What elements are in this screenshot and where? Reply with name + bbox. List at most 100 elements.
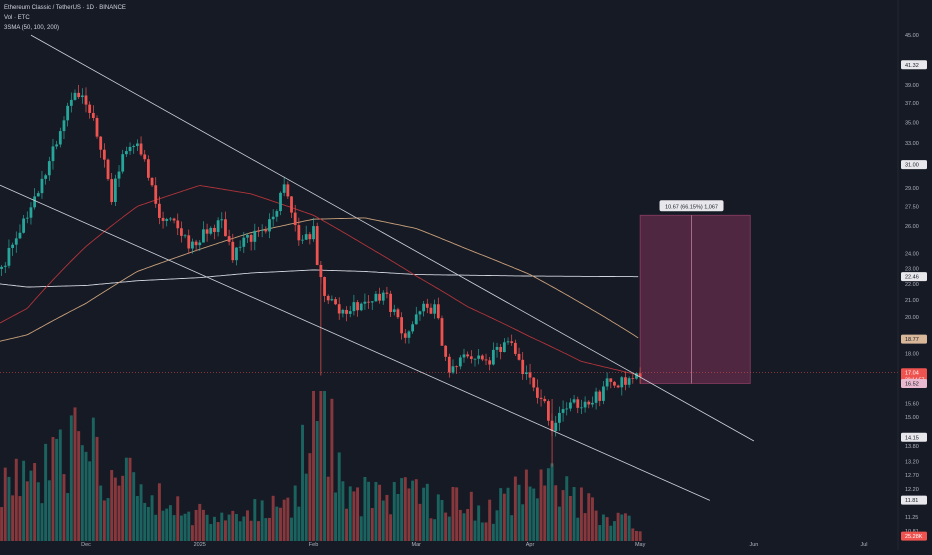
candle-body (543, 398, 547, 402)
candle-body (422, 303, 426, 312)
price-tick-label: 12.70 (905, 473, 919, 479)
volume-bar (557, 506, 561, 541)
upper-channel-trendline (30, 34, 755, 442)
candle-body (580, 407, 583, 409)
volume-bar (517, 484, 521, 541)
volume-bar (367, 481, 371, 541)
candle-body (447, 356, 451, 373)
volume-bar (84, 451, 88, 541)
volume-bar (345, 508, 349, 541)
candle-body (121, 154, 125, 172)
volume-bar (627, 515, 631, 541)
target-box (639, 214, 751, 384)
volume-bar (374, 481, 378, 541)
volume-bar (301, 424, 304, 541)
volume-bar (29, 470, 33, 541)
candle-body (315, 226, 319, 265)
volume-bar (598, 525, 602, 541)
candle-body (187, 235, 191, 249)
candle-body (363, 301, 367, 304)
candle-body (528, 372, 532, 378)
candle-body (73, 92, 77, 100)
sma-indicator-label[interactable]: 3SMA (50, 100, 200) (4, 25, 60, 31)
volume-bar (47, 480, 51, 541)
candle-body (227, 236, 231, 242)
volume-bar (385, 494, 389, 541)
volume-bar (334, 492, 338, 541)
candle-body (407, 331, 411, 338)
candle-body (139, 143, 143, 155)
volume-bar (348, 486, 352, 541)
volume-bar (396, 493, 400, 541)
candle-body (161, 217, 165, 221)
volume-bar (436, 494, 440, 541)
candle-body (279, 192, 282, 212)
candle-body (345, 309, 348, 314)
price-tick-label: 21.00 (905, 298, 919, 304)
candle-body (271, 216, 275, 220)
volume-bar (539, 469, 543, 541)
volume-bar (495, 510, 499, 541)
volume-bar (356, 487, 360, 541)
candle-body (337, 304, 341, 314)
volume-bar (194, 509, 198, 541)
candle-body (293, 212, 297, 226)
price-tag (901, 60, 927, 70)
volume-bar (172, 515, 176, 541)
candle-body (400, 317, 403, 334)
volume-bar (205, 514, 209, 541)
candle-body (488, 360, 492, 365)
candle-body (440, 318, 444, 346)
price-tag (901, 334, 927, 344)
price-tick-label: 22.00 (905, 282, 919, 288)
volume-bar (381, 500, 385, 541)
candle-body (638, 373, 642, 377)
volume-bar (425, 483, 429, 541)
candle-body (169, 218, 172, 220)
candle-body (499, 346, 503, 352)
volume-bar (231, 510, 235, 541)
candle-body (58, 131, 62, 145)
candle-body (506, 341, 510, 343)
candle-body (91, 112, 95, 118)
volume-bar (532, 488, 536, 541)
candle-body (286, 184, 290, 197)
volume-bar (110, 470, 114, 541)
candle-body (180, 228, 183, 236)
volume-indicator-label[interactable]: Vol · ETC (4, 15, 30, 21)
candle-body (396, 309, 400, 318)
candle-body (249, 234, 253, 242)
symbol-title[interactable]: Ethereum Classic / TetherUS · 1D · BINAN… (4, 5, 126, 11)
candle-body (524, 372, 528, 374)
sma-100-line (0, 217, 639, 342)
candle-body (451, 366, 455, 373)
candle-body (517, 353, 521, 360)
price-tag-label: 25.28K (905, 534, 923, 540)
volume-bar (80, 445, 84, 541)
candle-body (99, 136, 103, 150)
volume-bar (315, 421, 319, 541)
volume-bar (77, 431, 81, 541)
volume-bar (484, 522, 488, 541)
candle-body (36, 193, 40, 197)
volume-bar (535, 498, 539, 541)
volume-bar (568, 496, 572, 541)
candle-body (66, 105, 70, 121)
volume-bar (264, 518, 268, 541)
volume-bar (260, 500, 264, 541)
candle-body (128, 146, 132, 152)
price-tick-label: 18.00 (905, 352, 919, 358)
price-tick-label: 37.00 (905, 101, 919, 107)
price-tag-label: 18.77 (905, 337, 919, 343)
volume-bar (91, 417, 95, 541)
volume-bar (554, 485, 558, 541)
candle-body (631, 378, 635, 379)
candle-body (33, 196, 37, 208)
volume-bar (411, 480, 415, 541)
candle-body (268, 219, 271, 232)
volume-bar (106, 498, 110, 541)
volume-bar (165, 508, 169, 541)
candle-body (480, 355, 484, 360)
